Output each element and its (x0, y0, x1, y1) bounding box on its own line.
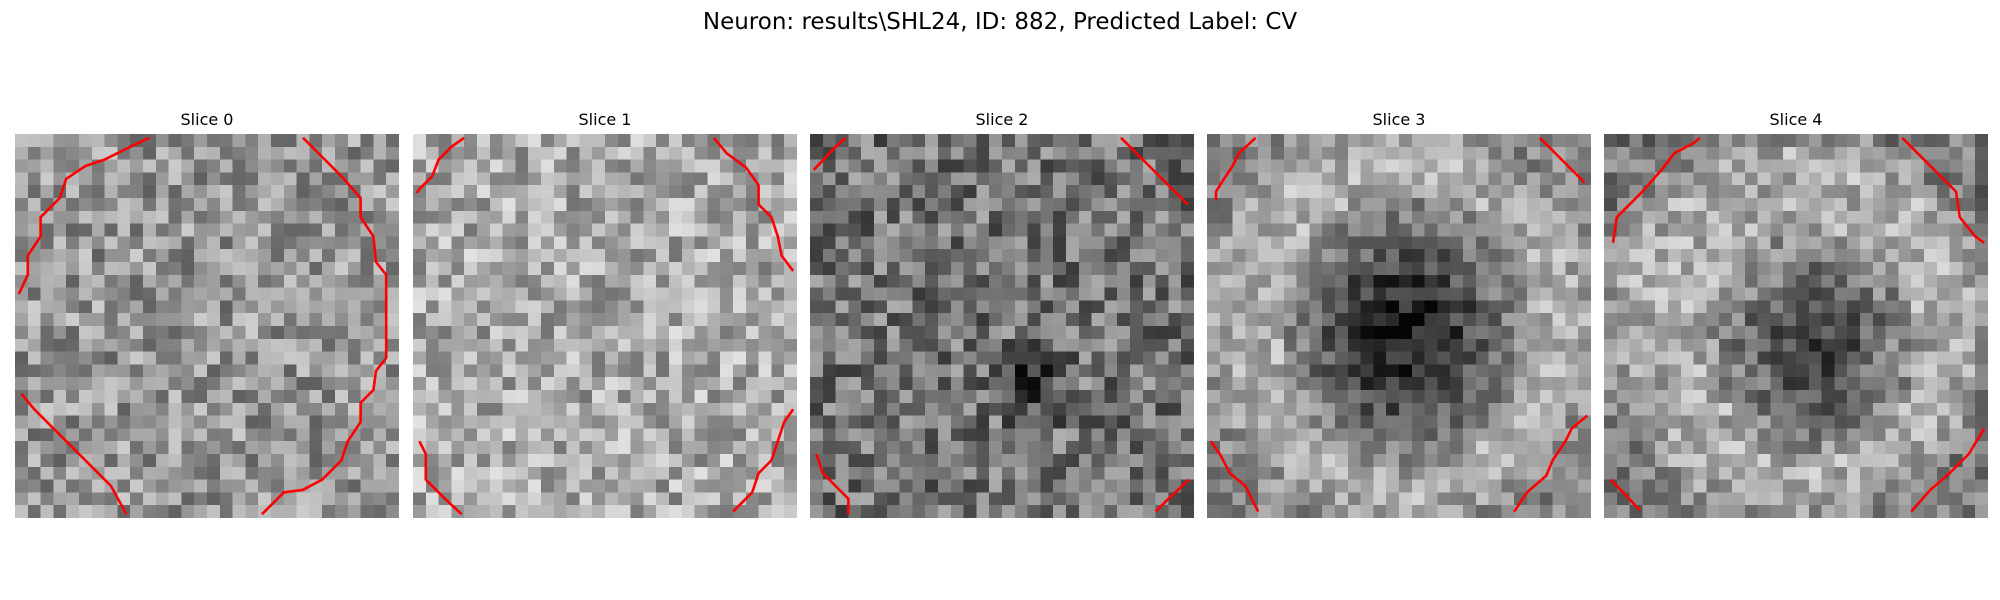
slice-0-pixels (15, 134, 399, 518)
slice-2-contour-0 (812, 136, 847, 171)
slice-4-contour-3 (1910, 427, 1986, 513)
slice-1-contour-2 (418, 440, 463, 516)
slice-1-image (413, 134, 797, 518)
slice-4-contour-0 (1611, 136, 1701, 243)
slice-0-image (15, 134, 399, 518)
slice-4-pixels (1604, 134, 1988, 518)
slice-3-contour-1 (1538, 136, 1586, 184)
slice-1-contour-0 (415, 136, 465, 194)
slice-4-image (1604, 134, 1988, 518)
slice-2-title: Slice 2 (975, 110, 1029, 129)
slice-3-contour-2 (1209, 440, 1260, 513)
slice-1-contour-3 (732, 408, 795, 513)
slice-4-contour-2 (1609, 478, 1641, 512)
slice-0-contour-1 (261, 136, 388, 516)
slice-3-contour-0 (1214, 136, 1257, 201)
slice-3-pixels (1207, 134, 1591, 518)
figure-title: Neuron: results\SHL24, ID: 882, Predicte… (702, 9, 1298, 35)
slice-3-contour-3 (1513, 414, 1589, 513)
slice-2-pixels (810, 134, 1194, 518)
slice-0-contour-2 (20, 392, 128, 515)
slice-2-image (810, 134, 1194, 518)
slice-3-image (1207, 134, 1591, 518)
slice-2-contour-1 (1120, 136, 1189, 206)
slice-2-contour-2 (815, 453, 850, 515)
slice-1-contour-1 (712, 136, 795, 272)
slice-1-pixels (413, 134, 797, 518)
slice-4-title: Slice 4 (1769, 110, 1823, 129)
slice-4-contour-1 (1901, 136, 1985, 244)
slice-3-title: Slice 3 (1372, 110, 1426, 129)
slice-0-title: Slice 0 (180, 110, 234, 129)
slice-0-contour-0 (17, 136, 150, 295)
slice-1-title: Slice 1 (578, 110, 632, 129)
slice-2-contour-3 (1154, 478, 1190, 513)
